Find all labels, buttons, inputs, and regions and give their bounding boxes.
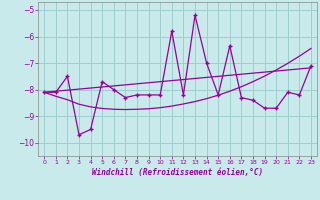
X-axis label: Windchill (Refroidissement éolien,°C): Windchill (Refroidissement éolien,°C) [92,168,263,177]
